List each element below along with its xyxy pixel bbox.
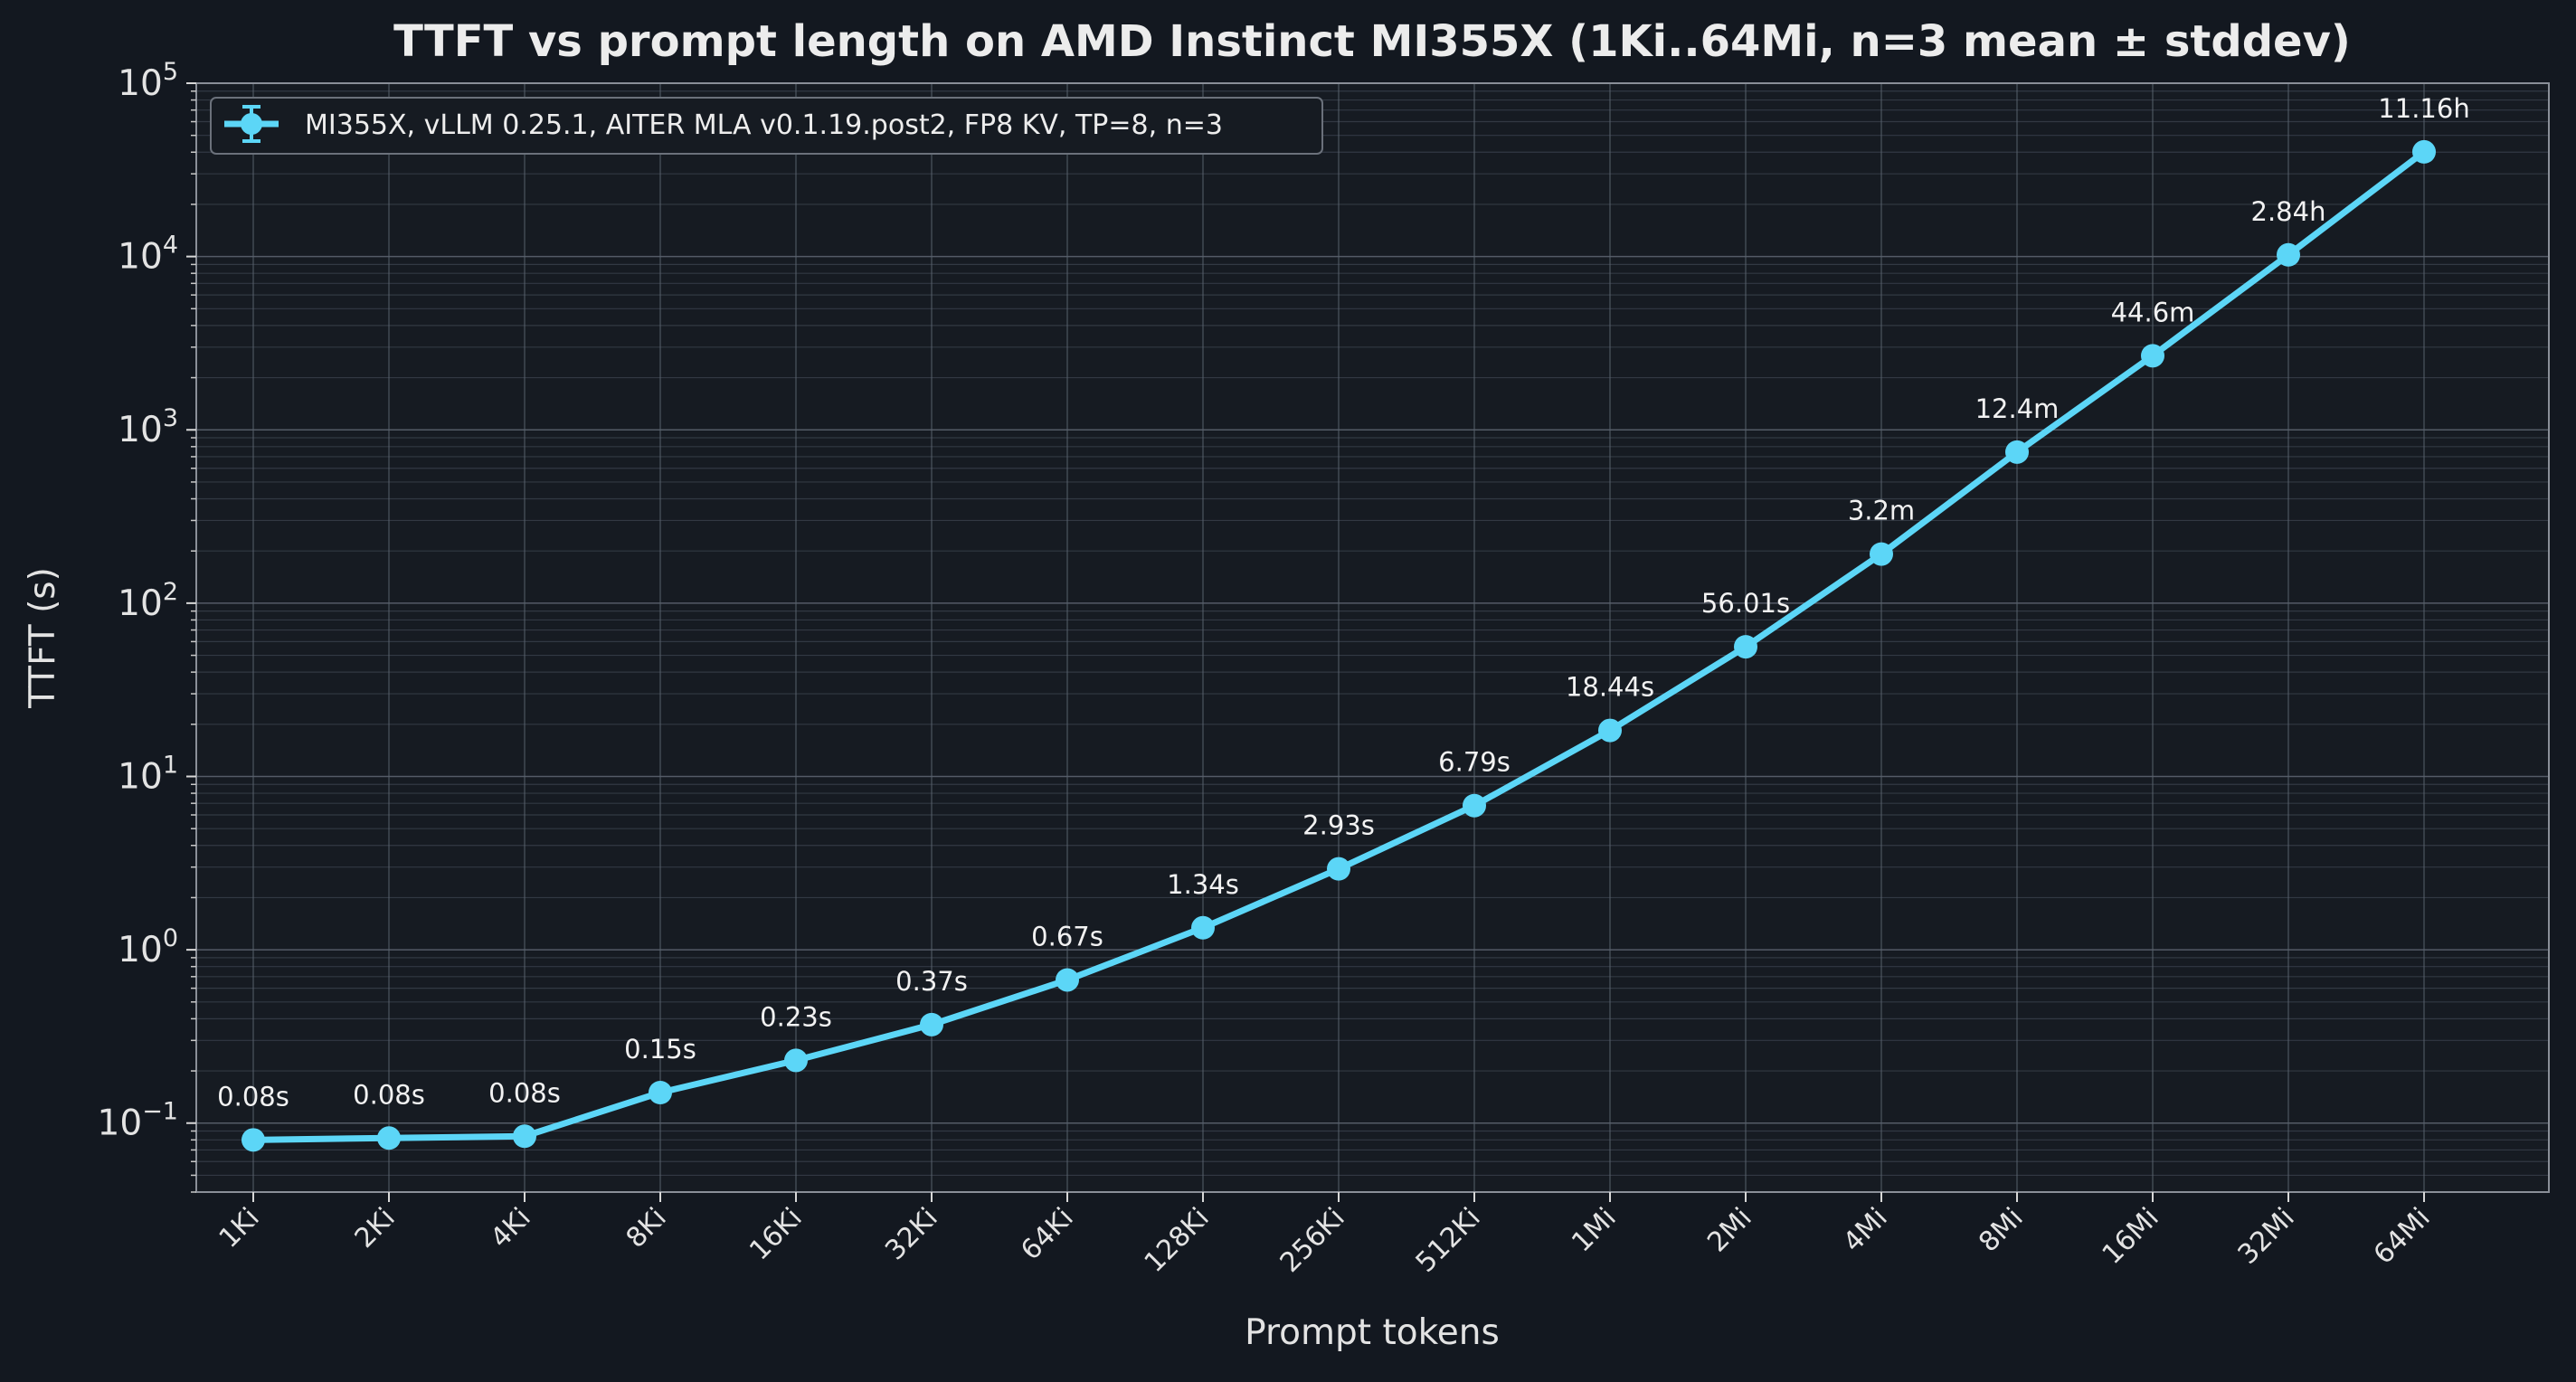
data-label: 2.93s — [1302, 810, 1375, 841]
y-tick-label: 105 — [118, 58, 178, 104]
data-point — [513, 1124, 536, 1149]
data-point — [1598, 718, 1622, 743]
data-point — [1191, 915, 1215, 940]
data-point — [649, 1081, 672, 1105]
data-point — [242, 1128, 265, 1152]
x-axis-label: Prompt tokens — [1245, 1312, 1500, 1353]
data-point — [1327, 857, 1350, 881]
y-axis-label: TTFT (s) — [23, 567, 63, 709]
data-labels: 0.08s 0.08s 0.08s 0.15s 0.23s 0.37s 0.67s 1.34s… — [217, 93, 2470, 1112]
data-point — [784, 1048, 808, 1073]
legend-box — [210, 97, 1323, 155]
data-label: 0.08s — [488, 1077, 561, 1108]
data-label: 44.6m — [2111, 297, 2195, 327]
major-gridlines — [196, 82, 2549, 1192]
chart-title: TTFT vs prompt length on AMD Instinct MI… — [393, 16, 2351, 67]
y-tick-label: 103 — [118, 404, 178, 450]
y-axis-ticks: 10−1 100 101 102 103 104 105 — [98, 58, 196, 1193]
data-point — [377, 1126, 401, 1150]
data-point — [2141, 344, 2164, 368]
data-point — [1463, 793, 1486, 818]
data-point — [1734, 635, 1757, 659]
data-point — [2277, 242, 2300, 267]
y-tick-label: 10−1 — [98, 1098, 178, 1144]
legend-marker-swatch — [241, 113, 262, 135]
legend-series-name: MI355X, vLLM 0.25.1, AITER MLA v0.1.19.p… — [305, 109, 1223, 141]
data-label: 0.08s — [353, 1079, 425, 1110]
y-tick-label: 100 — [118, 924, 178, 970]
data-point — [2412, 139, 2436, 164]
data-label: 1.34s — [1167, 869, 1239, 900]
data-point — [920, 1012, 943, 1036]
data-point — [1056, 968, 1079, 992]
legend: MI355X, vLLM 0.25.1, AITER MLA v0.1.19.p… — [210, 97, 1323, 155]
data-point — [1870, 542, 1893, 566]
series-points — [242, 139, 2436, 1152]
data-label: 0.23s — [760, 1001, 832, 1032]
data-label: 0.37s — [895, 966, 968, 997]
data-label: 0.15s — [624, 1034, 696, 1065]
plot-frame — [195, 82, 2550, 1193]
data-point — [2005, 440, 2029, 464]
y-tick-label: 104 — [118, 232, 178, 278]
data-label: 0.67s — [1031, 921, 1103, 951]
data-label: 11.16h — [2378, 93, 2469, 124]
data-label: 0.08s — [217, 1081, 289, 1112]
minor-gridlines — [196, 90, 2549, 1193]
data-label: 56.01s — [1701, 588, 1790, 619]
y-tick-label: 102 — [118, 578, 178, 624]
data-label: 18.44s — [1566, 672, 1654, 703]
data-label: 6.79s — [1438, 747, 1511, 778]
plot-background — [196, 83, 2549, 1192]
data-label: 2.84h — [2251, 196, 2326, 227]
data-label: 3.2m — [1848, 496, 1915, 526]
data-label: 12.4m — [1975, 393, 2060, 424]
y-tick-label: 101 — [118, 751, 178, 797]
